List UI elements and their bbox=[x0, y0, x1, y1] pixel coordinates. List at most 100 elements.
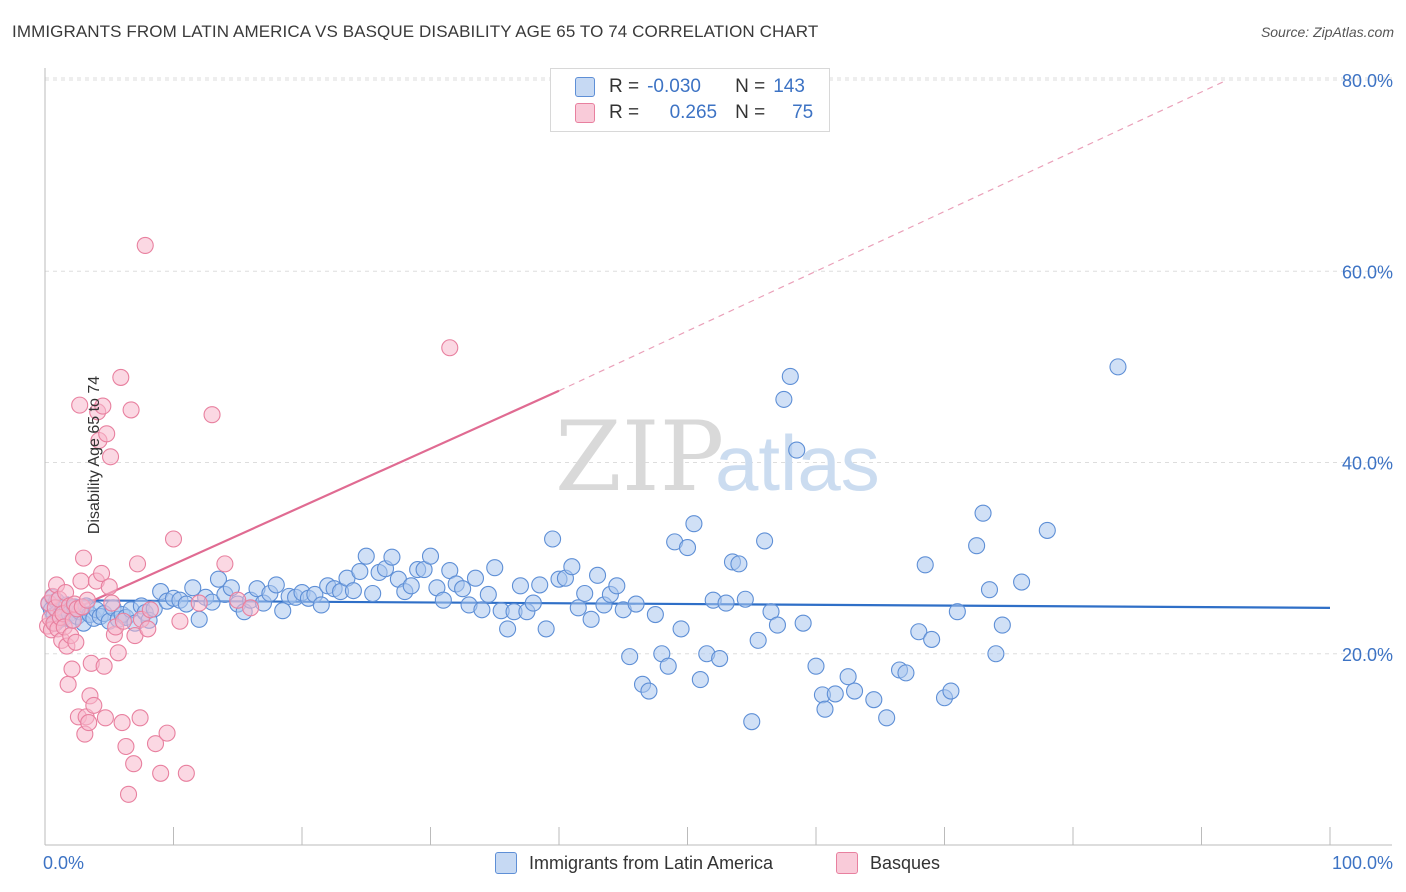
point-latin-america bbox=[421, 547, 440, 565]
point-basques bbox=[117, 737, 135, 756]
point-basques bbox=[131, 709, 149, 727]
axes bbox=[44, 68, 1392, 846]
point-latin-america bbox=[190, 610, 208, 628]
series-legend-label: Basques bbox=[870, 852, 941, 873]
watermark-zip: ZIP bbox=[555, 401, 724, 513]
point-latin-america bbox=[473, 601, 491, 619]
legend-n-label: N = bbox=[735, 102, 766, 123]
point-basques bbox=[125, 755, 143, 773]
point-basques bbox=[109, 644, 127, 662]
legend-n-label: N = bbox=[735, 76, 766, 97]
point-basques bbox=[101, 448, 120, 466]
point-latin-america bbox=[402, 577, 420, 595]
point-basques bbox=[75, 549, 93, 567]
point-basques bbox=[95, 657, 113, 675]
point-basques bbox=[171, 612, 189, 630]
point-latin-america bbox=[691, 671, 709, 689]
point-latin-america bbox=[537, 620, 555, 638]
point-latin-america bbox=[1013, 573, 1031, 591]
legend-r-label: R = bbox=[609, 76, 640, 97]
point-basques bbox=[63, 660, 81, 678]
point-latin-america bbox=[685, 515, 703, 533]
trend-line-basques-extension bbox=[558, 79, 1228, 392]
point-latin-america bbox=[454, 580, 472, 598]
point-latin-america bbox=[794, 614, 812, 632]
point-latin-america bbox=[364, 584, 382, 603]
point-basques bbox=[158, 724, 176, 742]
point-basques bbox=[141, 601, 159, 619]
point-latin-america bbox=[582, 610, 600, 628]
y-tick-label: 40.0% bbox=[1342, 454, 1393, 474]
point-latin-america bbox=[736, 590, 754, 608]
series-legend-label: Immigrants from Latin America bbox=[529, 852, 774, 873]
point-latin-america bbox=[209, 570, 228, 588]
series-legend-basques: Basques bbox=[836, 852, 940, 874]
point-latin-america bbox=[274, 602, 292, 620]
point-latin-america bbox=[878, 709, 896, 727]
point-latin-america bbox=[563, 558, 581, 576]
y-tick-label: 60.0% bbox=[1342, 262, 1393, 282]
point-basques bbox=[92, 564, 111, 582]
trend-line-basques bbox=[44, 389, 560, 624]
point-latin-america bbox=[987, 645, 1005, 663]
data-points bbox=[39, 236, 1127, 803]
point-latin-america bbox=[1038, 521, 1056, 539]
point-latin-america bbox=[816, 700, 834, 718]
point-latin-america bbox=[312, 596, 330, 614]
point-latin-america bbox=[749, 631, 767, 649]
point-latin-america bbox=[344, 582, 362, 600]
point-latin-america bbox=[499, 620, 517, 638]
point-latin-america bbox=[383, 548, 401, 566]
tick-labels: 20.0% 40.0% 60.0% 80.0% 0.0% 100.0% bbox=[43, 71, 1393, 873]
y-axis-label: Disability Age 65 to 74 bbox=[86, 375, 104, 535]
point-basques bbox=[113, 714, 131, 732]
point-basques bbox=[136, 236, 154, 254]
series-swatch-pink bbox=[836, 852, 858, 874]
point-latin-america bbox=[621, 648, 639, 666]
point-latin-america bbox=[974, 504, 992, 522]
point-latin-america bbox=[968, 537, 986, 555]
point-latin-america bbox=[357, 547, 375, 565]
legend-n-value: 75 bbox=[792, 102, 814, 123]
point-latin-america bbox=[678, 539, 697, 557]
point-basques bbox=[114, 612, 132, 630]
point-latin-america bbox=[672, 620, 690, 638]
point-latin-america bbox=[569, 599, 587, 617]
x-tick-label-min: 0.0% bbox=[43, 853, 84, 873]
point-basques bbox=[78, 591, 96, 609]
point-latin-america bbox=[865, 691, 883, 709]
point-basques bbox=[72, 572, 90, 590]
point-basques bbox=[203, 406, 221, 424]
point-latin-america bbox=[730, 555, 748, 573]
point-latin-america bbox=[524, 594, 542, 612]
point-basques bbox=[128, 555, 147, 573]
point-latin-america bbox=[717, 594, 735, 612]
point-basques bbox=[94, 397, 112, 415]
point-basques bbox=[119, 785, 138, 803]
point-latin-america bbox=[1109, 358, 1127, 376]
point-latin-america bbox=[588, 566, 607, 584]
point-latin-america bbox=[184, 579, 202, 597]
point-basques bbox=[216, 555, 234, 573]
grid-lines bbox=[45, 77, 1392, 655]
point-basques bbox=[103, 594, 121, 612]
source-credit: Source: ZipAtlas.com bbox=[1260, 24, 1394, 40]
point-latin-america bbox=[993, 616, 1011, 634]
point-latin-america bbox=[923, 630, 941, 648]
watermark: ZIP atlas bbox=[555, 401, 880, 513]
point-latin-america bbox=[434, 591, 452, 609]
point-latin-america bbox=[948, 603, 966, 621]
legend-row-latin-america: R = -0.030 N = 143 bbox=[575, 75, 805, 99]
point-latin-america bbox=[743, 713, 761, 731]
point-latin-america bbox=[531, 576, 549, 594]
point-latin-america bbox=[627, 595, 645, 613]
point-latin-america bbox=[646, 605, 664, 624]
point-latin-america bbox=[781, 367, 799, 385]
point-latin-america bbox=[756, 532, 774, 550]
point-latin-america bbox=[916, 556, 934, 574]
point-latin-america bbox=[775, 390, 793, 408]
point-latin-america bbox=[351, 562, 369, 581]
point-latin-america bbox=[711, 649, 729, 668]
series-legend: Immigrants from Latin America Basques bbox=[0, 852, 1406, 878]
